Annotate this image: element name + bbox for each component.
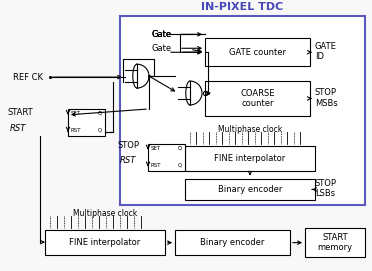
Text: Multiphase clock: Multiphase clock [218,125,282,134]
Bar [185,179,315,200]
Text: GATE
ID: GATE ID [315,41,337,61]
Text: START
memory: START memory [317,233,353,252]
Bar [148,144,185,170]
Text: STOP: STOP [118,141,140,150]
Text: RST: RST [10,124,26,133]
Text: Q̄: Q̄ [178,146,182,151]
Bar [305,228,365,257]
Bar [175,230,290,255]
Text: FINE interpolator: FINE interpolator [69,238,141,247]
Bar [68,109,105,136]
Text: RST: RST [71,128,81,133]
Bar [205,81,310,116]
Text: Binary encoder: Binary encoder [200,238,265,247]
Text: Q̄: Q̄ [98,111,102,116]
Text: Multiphase clock: Multiphase clock [73,209,137,218]
Text: GATE counter: GATE counter [229,48,286,57]
Text: Gate: Gate [152,30,172,39]
Text: Q: Q [98,128,102,133]
Bar [205,38,310,66]
Text: SET: SET [71,111,81,116]
Text: Gate: Gate [152,30,172,39]
Text: IN-PIXEL TDC: IN-PIXEL TDC [201,2,283,12]
Text: STOP
LSBs: STOP LSBs [315,179,337,198]
Text: Q: Q [178,163,182,167]
Text: REF CK: REF CK [13,73,43,82]
Bar [185,146,315,170]
Text: Gate: Gate [152,30,172,39]
Text: SET: SET [151,146,161,151]
Text: Binary encoder: Binary encoder [218,185,282,194]
Text: COARSE
counter: COARSE counter [240,89,275,108]
Text: START: START [8,108,33,117]
Bar [45,230,165,255]
Text: FINE interpolator: FINE interpolator [214,154,286,163]
Bar [120,17,365,205]
Text: STOP
MSBs: STOP MSBs [315,88,338,108]
Text: RST: RST [151,163,161,167]
Text: Gate: Gate [152,44,172,53]
Text: RST: RST [120,156,137,165]
